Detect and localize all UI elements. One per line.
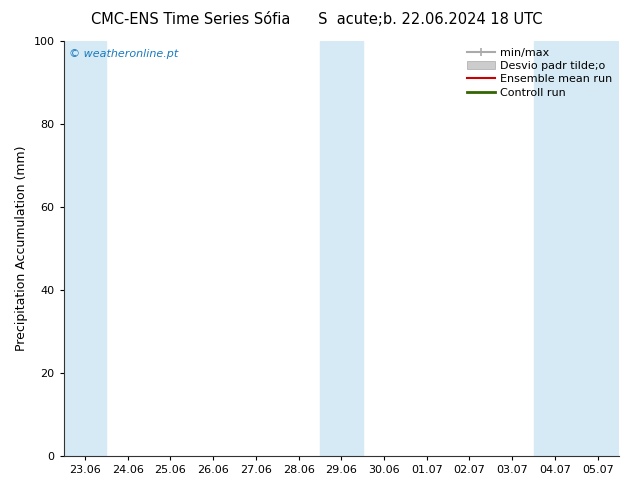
Text: © weatheronline.pt: © weatheronline.pt [69,49,178,59]
Bar [63,41,107,456]
Y-axis label: Precipitation Accumulation (mm): Precipitation Accumulation (mm) [15,146,28,351]
Bar [534,41,619,456]
Bar [320,41,363,456]
Text: CMC-ENS Time Series Sófia      S  acute;b. 22.06.2024 18 UTC: CMC-ENS Time Series Sófia S acute;b. 22.… [91,12,543,27]
Legend: min/max, Desvio padr tilde;o, Ensemble mean run, Controll run: min/max, Desvio padr tilde;o, Ensemble m… [462,43,617,102]
